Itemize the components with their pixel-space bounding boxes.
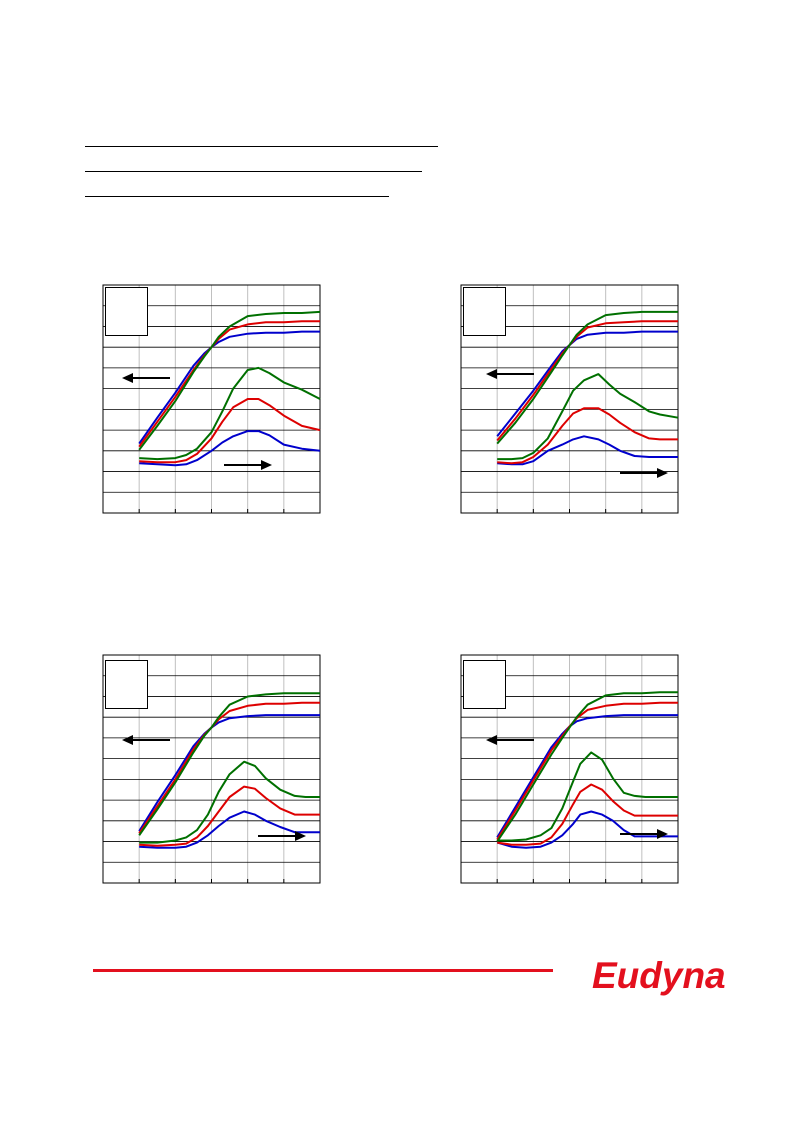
chart-panel-4	[460, 654, 680, 885]
series-line-3	[138, 692, 320, 836]
footer-rule	[93, 969, 553, 972]
arrow-right-icon	[620, 468, 668, 478]
arrow-left-head	[122, 735, 133, 745]
chart-panel-3	[102, 654, 322, 885]
series-line-3	[496, 310, 678, 445]
chart-2-svg	[460, 284, 679, 514]
arrow-right-head	[657, 468, 668, 478]
series-line-4	[139, 430, 321, 467]
series-line-1	[496, 330, 678, 437]
arrow-right-icon	[620, 829, 668, 839]
series-line-2	[138, 320, 320, 448]
series-line-5	[139, 785, 320, 847]
chart-2-frame	[460, 284, 679, 514]
chart-panel-2	[460, 284, 680, 515]
arrow-left-icon	[122, 373, 170, 383]
series-line-4	[496, 810, 678, 849]
arrow-right-head	[295, 831, 306, 841]
arrow-left-head	[486, 735, 497, 745]
arrow-left-icon	[122, 735, 170, 745]
chart-4-inset-box	[463, 660, 506, 709]
logo-wordmark: Eudyna	[592, 955, 726, 996]
arrow-right-icon	[224, 460, 272, 470]
series-line-4	[139, 810, 320, 849]
chart-4-svg	[460, 654, 679, 884]
eudyna-logo: Eudyna	[592, 955, 726, 996]
series-line-2	[138, 701, 320, 834]
chart-3-inset-box	[105, 660, 148, 709]
series-line-5	[497, 407, 678, 465]
series-line-1	[138, 714, 320, 832]
chart-2-grid	[461, 285, 678, 513]
arrow-left-head	[122, 373, 133, 383]
arrow-left-icon	[486, 369, 534, 379]
series-line-5	[497, 783, 678, 846]
header-rule-3	[85, 196, 389, 197]
series-line-5	[139, 398, 321, 464]
series-line-6	[497, 751, 678, 842]
chart-1-inset-box	[105, 287, 148, 336]
series-line-3	[138, 310, 321, 451]
series-line-4	[497, 435, 678, 466]
series-line-6	[139, 760, 320, 844]
series-line-6	[139, 366, 321, 461]
arrow-left-icon	[486, 735, 534, 745]
arrow-right-head	[261, 460, 272, 470]
series-line-3	[496, 691, 678, 843]
arrow-right-icon	[258, 831, 306, 841]
series-line-2	[496, 320, 678, 442]
arrow-right-head	[657, 829, 668, 839]
chart-1-svg	[102, 284, 321, 514]
series-line-1	[138, 330, 320, 445]
chart-2-inset-box	[463, 287, 506, 336]
series-line-1	[496, 714, 678, 838]
chart-4-frame	[460, 654, 679, 884]
series-line-6	[497, 373, 679, 461]
header-rule-1	[85, 146, 438, 147]
header-rule-2	[85, 171, 422, 172]
chart-panel-1	[102, 284, 322, 515]
arrow-left-head	[486, 369, 497, 379]
series-line-2	[496, 701, 678, 841]
chart-3-frame	[102, 654, 321, 884]
